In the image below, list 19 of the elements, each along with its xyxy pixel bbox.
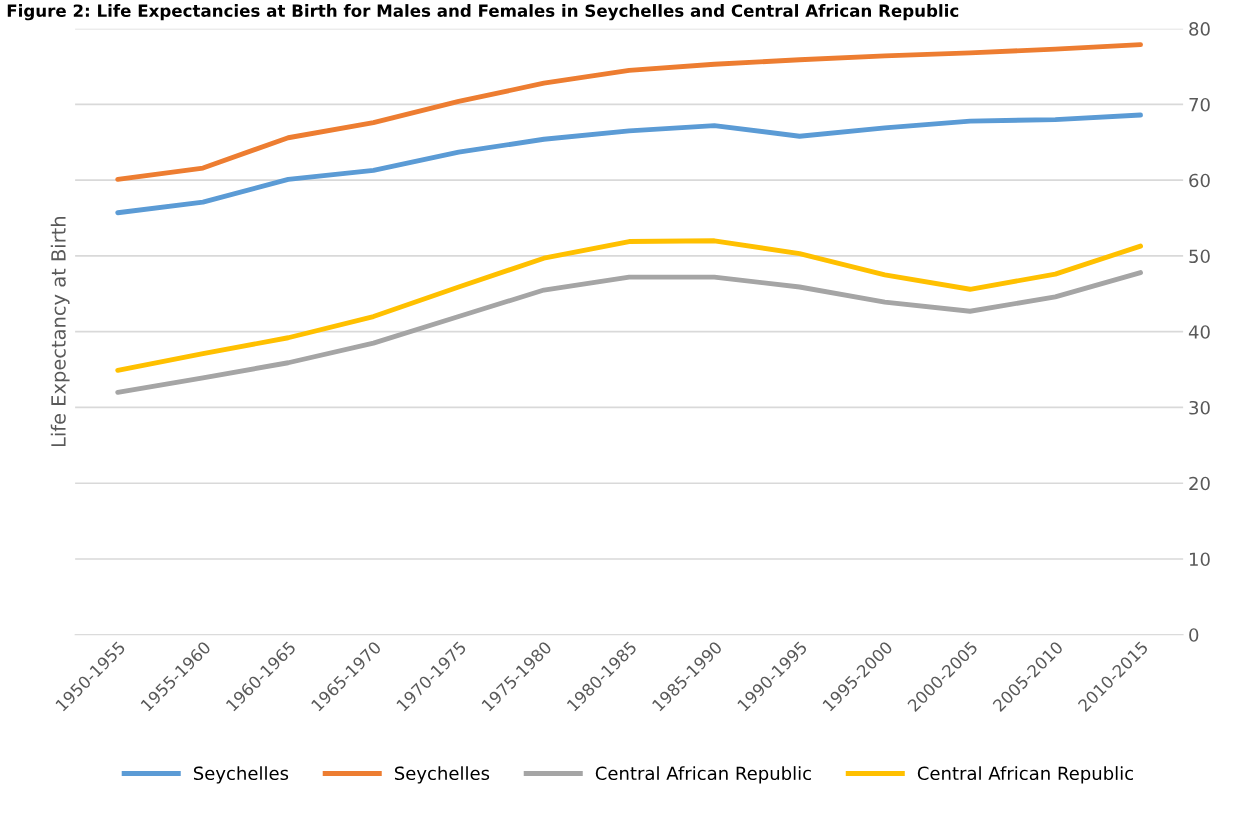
legend-label: Central African Republic (917, 766, 1133, 784)
y-tick-label: 50 (1189, 249, 1210, 264)
y-tick-label: 60 (1189, 173, 1210, 188)
y-axis-title: Life Expectancy at Birth (50, 217, 70, 447)
y-tick-label: 30 (1189, 400, 1210, 415)
y-tick-label: 20 (1189, 476, 1210, 491)
y-tick-label: 10 (1189, 552, 1210, 567)
line-series (115, 238, 1143, 373)
y-tick-label: 40 (1188, 325, 1210, 339)
y-tick-label: 70 (1189, 97, 1210, 112)
legend-label: Seychelles (394, 766, 490, 784)
line-series (115, 112, 1143, 216)
legend-label: Seychelles (193, 766, 289, 784)
y-tick-label: 80 (1189, 22, 1210, 36)
legend-label: Central African Republic (595, 766, 811, 784)
chart-title: Figure 2: Life Expectancies at Birth for Males and Females in Seychelles and Central African Republic (7, 4, 959, 21)
line-series (115, 42, 1143, 182)
line-series (115, 270, 1143, 395)
y-tick-label: 0 (1189, 628, 1199, 642)
